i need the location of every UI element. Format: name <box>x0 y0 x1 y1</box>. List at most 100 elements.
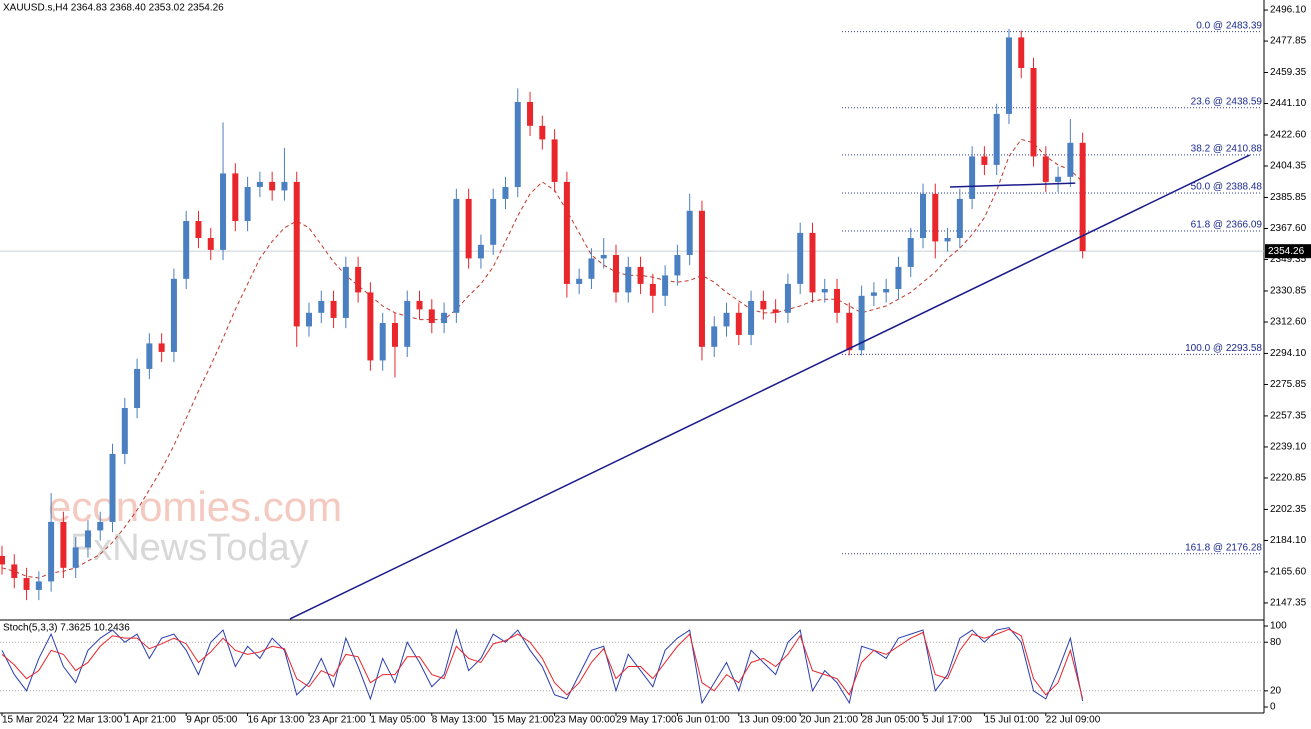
trendline <box>289 154 1250 620</box>
watermark-group: economies.com FxNewsToday <box>48 483 342 569</box>
candle-body <box>858 295 865 351</box>
candle-body <box>1042 156 1049 182</box>
candle-body <box>232 173 239 222</box>
x-tick-label: 20 Jun 21:00 <box>800 715 858 726</box>
stoch-tick-label: 20 <box>1270 685 1282 696</box>
y-tick-label: 2459.35 <box>1270 67 1307 78</box>
candle-body <box>944 238 951 242</box>
candle-body <box>772 309 779 313</box>
x-tick-label: 28 Jun 05:00 <box>862 715 920 726</box>
y-tick-label: 2404.35 <box>1270 161 1307 172</box>
candle-body <box>920 193 926 239</box>
candle-body <box>183 221 190 279</box>
x-tick-label: 13 Jun 09:00 <box>739 715 797 726</box>
candle-body <box>834 289 841 313</box>
candle-body <box>121 408 128 454</box>
candle-body <box>674 255 681 276</box>
candle-body <box>158 343 165 352</box>
candle-body <box>379 323 386 361</box>
watermark: economies.com <box>48 483 342 530</box>
candle-body <box>895 266 902 290</box>
y-tick-label: 2239.10 <box>1270 442 1307 453</box>
x-tick-label: 15 May 21:00 <box>493 715 554 726</box>
candle-body <box>72 547 79 568</box>
y-tick-label: 2165.60 <box>1270 567 1307 578</box>
neckline <box>949 182 1076 188</box>
moving-average <box>1 138 1083 579</box>
candle-body <box>416 300 423 310</box>
candle-body <box>146 343 153 369</box>
candle-body <box>809 232 816 293</box>
candle-body <box>797 232 804 284</box>
x-tick-label: 8 May 13:00 <box>432 715 487 726</box>
y-tick-label: 2312.60 <box>1270 317 1307 328</box>
y-tick-label: 2441.10 <box>1270 98 1307 109</box>
candle-body <box>441 312 448 324</box>
candle-body <box>1079 142 1086 252</box>
candle-body <box>490 198 497 245</box>
candle-body <box>60 521 67 568</box>
y-tick-label: 2330.85 <box>1270 286 1307 297</box>
candle-body <box>330 300 337 318</box>
x-tick-label: 29 May 17:00 <box>616 715 677 726</box>
x-tick-label: 9 Apr 05:00 <box>186 715 238 726</box>
candle-body <box>453 198 460 313</box>
x-tick-label: 5 Jul 17:00 <box>923 715 972 726</box>
candle-body <box>551 139 558 182</box>
candle-body <box>625 266 632 293</box>
candle-body <box>220 173 227 250</box>
candle-body <box>355 266 362 293</box>
candle-body <box>1067 142 1074 177</box>
y-tick-label: 2422.60 <box>1270 130 1307 141</box>
y-tick-label: 2477.85 <box>1270 36 1307 47</box>
candle-body <box>477 244 484 259</box>
x-tick-label: 1 May 05:00 <box>370 715 425 726</box>
candle-body <box>870 292 877 296</box>
candle-body <box>97 521 104 531</box>
stoch-tick-label: 100 <box>1270 621 1287 632</box>
fib-label: 0.0 @ 2483.39 <box>1196 20 1262 31</box>
y-tick-label: 2385.85 <box>1270 192 1307 203</box>
candle-body <box>969 156 976 199</box>
candle-body <box>306 312 312 327</box>
candle-body <box>11 564 18 579</box>
candle-body <box>686 210 693 256</box>
candle-body <box>932 193 939 242</box>
candle-body <box>600 255 607 259</box>
candle-body <box>404 300 411 347</box>
x-tick-label: 23 May 00:00 <box>555 715 616 726</box>
stoch-title: Stoch(5,3,3) 7.3625 10.2436 <box>3 623 130 634</box>
candle-body <box>35 581 42 590</box>
candle-body <box>784 283 791 313</box>
x-tick-label: 23 Apr 21:00 <box>309 715 366 726</box>
candle-body <box>649 283 656 296</box>
y-tick-label: 2257.35 <box>1270 411 1307 422</box>
x-tick-label: 22 Mar 13:00 <box>63 715 122 726</box>
candle-body <box>993 113 1000 165</box>
candle-body <box>342 266 349 318</box>
y-tick-label: 2147.35 <box>1270 598 1307 609</box>
candle-body <box>293 181 300 327</box>
fib-label: 100.0 @ 2293.58 <box>1185 343 1262 354</box>
x-tick-label: 15 Mar 2024 <box>2 715 59 726</box>
candle-body <box>465 198 472 259</box>
candle-body <box>502 187 509 199</box>
candle-body <box>613 255 619 293</box>
candle-body <box>0 555 5 565</box>
fib-label: 50.0 @ 2388.48 <box>1191 182 1263 193</box>
candle-body <box>391 323 398 347</box>
fib-label: 23.6 @ 2438.59 <box>1191 96 1263 107</box>
y-tick-label: 2496.10 <box>1270 5 1307 16</box>
candle-body <box>563 181 570 284</box>
x-tick-label: 16 Apr 13:00 <box>248 715 305 726</box>
candle-body <box>514 102 521 188</box>
x-tick-label: 15 Jul 01:00 <box>984 715 1039 726</box>
candle-body <box>698 210 705 347</box>
candle-body <box>244 187 251 222</box>
candle-body <box>760 300 767 310</box>
y-tick-label: 2294.10 <box>1270 348 1307 359</box>
fib-label: 38.2 @ 2410.88 <box>1191 144 1263 155</box>
candle-body <box>907 238 914 267</box>
